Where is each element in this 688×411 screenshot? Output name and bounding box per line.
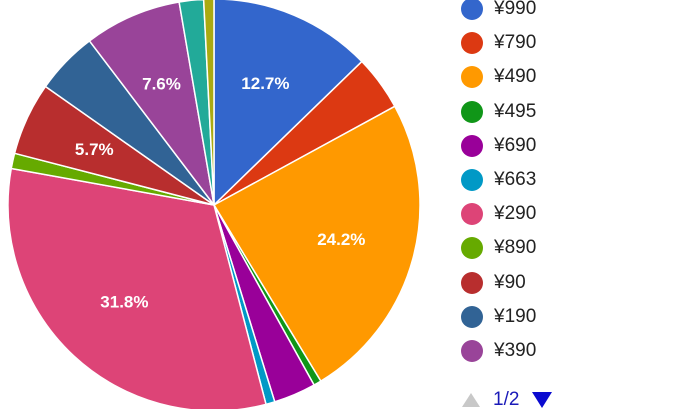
legend-item[interactable]: ¥90 xyxy=(461,266,536,300)
legend-label: ¥190 xyxy=(494,305,537,327)
legend-swatch-icon xyxy=(461,339,483,362)
legend-pager: 1/2 xyxy=(462,389,553,411)
slice-data-label-2: 24.2% xyxy=(317,230,365,249)
pie-slice-0[interactable] xyxy=(213,0,363,206)
legend-item[interactable]: ¥890 xyxy=(461,231,536,265)
legend-swatch-icon xyxy=(461,100,483,123)
legend-swatch-icon xyxy=(461,0,483,21)
pie-slice-12[interactable] xyxy=(202,0,215,206)
legend-item[interactable]: ¥690 xyxy=(461,129,536,163)
slice-data-label-0: 12.7% xyxy=(241,74,289,93)
legend-item[interactable]: ¥490 xyxy=(461,60,536,94)
page-indicator: 1/2 xyxy=(493,389,520,410)
legend-label: ¥790 xyxy=(494,32,537,54)
legend-label: ¥663 xyxy=(494,169,537,191)
legend: ¥990 ¥790 ¥490 ¥495 ¥690 ¥663 ¥290 ¥890 ¥90 ¥190 ¥… xyxy=(461,0,536,368)
legend-swatch-icon xyxy=(461,66,483,89)
pie-slices xyxy=(7,0,421,409)
legend-label: ¥290 xyxy=(494,203,537,225)
slice-data-label-6: 31.8% xyxy=(100,292,148,311)
legend-label: ¥495 xyxy=(494,100,537,122)
page-down-icon[interactable] xyxy=(532,392,553,408)
legend-swatch-icon xyxy=(461,134,483,157)
legend-swatch-icon xyxy=(461,32,483,55)
legend-label: ¥990 xyxy=(494,0,537,20)
legend-item[interactable]: ¥790 xyxy=(461,26,536,60)
legend-label: ¥890 xyxy=(494,237,537,259)
pie-chart: 12.7% 24.2% 31.8% 5.7% 7.6% xyxy=(7,0,421,409)
pie-slice-10[interactable] xyxy=(88,1,215,206)
legend-item[interactable]: ¥390 xyxy=(461,334,536,368)
legend-swatch-icon xyxy=(461,237,483,260)
pie-slice-labels: 12.7% 24.2% 31.8% 5.7% 7.6% xyxy=(75,74,365,311)
slice-data-label-10: 7.6% xyxy=(142,75,181,94)
pie-slice-11[interactable] xyxy=(178,0,215,206)
legend-swatch-icon xyxy=(461,305,483,328)
pie-slice-2[interactable] xyxy=(213,105,421,382)
legend-item[interactable]: ¥495 xyxy=(461,95,536,129)
legend-label: ¥490 xyxy=(494,66,537,88)
pie-slice-6[interactable] xyxy=(7,167,267,409)
legend-swatch-icon xyxy=(461,271,483,294)
page-up-icon[interactable] xyxy=(462,393,480,407)
legend-item[interactable]: ¥190 xyxy=(461,300,536,334)
legend-swatch-icon xyxy=(461,169,483,192)
legend-swatch-icon xyxy=(461,203,483,226)
slice-data-label-8: 5.7% xyxy=(75,140,114,159)
legend-label: ¥90 xyxy=(494,271,526,293)
legend-label: ¥390 xyxy=(494,339,537,361)
legend-label: ¥690 xyxy=(494,134,537,156)
legend-item[interactable]: ¥663 xyxy=(461,163,536,197)
legend-item[interactable]: ¥990 xyxy=(461,0,536,26)
legend-item[interactable]: ¥290 xyxy=(461,197,536,231)
